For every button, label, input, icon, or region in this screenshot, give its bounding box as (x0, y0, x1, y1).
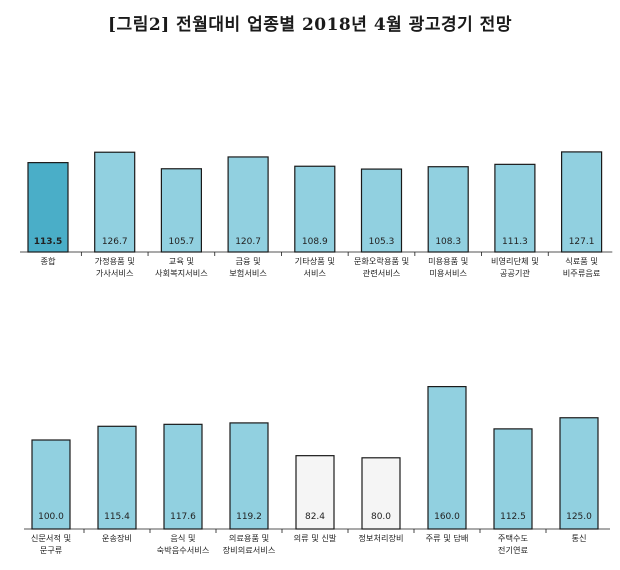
bar (160, 168, 202, 253)
bar (295, 455, 335, 530)
bar (31, 439, 71, 530)
category-label: 교육 및 (169, 256, 194, 266)
bar (427, 166, 469, 253)
data-label: 80.0 (371, 512, 391, 522)
category-label: 가사서비스 (96, 268, 134, 278)
data-label: 112.5 (500, 512, 526, 522)
data-label: 82.4 (305, 512, 325, 522)
category-label: 공공기관 (500, 268, 531, 278)
category-label: 사회복지서비스 (155, 268, 208, 278)
category-label: 미용용품 및 (428, 256, 468, 266)
data-label: 115.4 (104, 512, 130, 522)
category-label: 기타상품 및 (295, 256, 335, 266)
data-label: 100.0 (38, 512, 64, 522)
category-label: 미용서비스 (429, 268, 467, 278)
bar (494, 163, 536, 253)
bar (361, 457, 401, 530)
category-label: 신문서적 및 (31, 533, 71, 543)
bar (97, 425, 137, 530)
data-label: 160.0 (434, 512, 460, 522)
bar (229, 422, 269, 530)
category-label: 비주류음료 (563, 268, 601, 278)
data-label: 120.7 (235, 237, 261, 247)
data-label: 111.3 (502, 237, 528, 247)
category-label: 운송장비 (102, 533, 132, 543)
data-label: 108.3 (435, 237, 461, 247)
category-label: 음식 및 (170, 533, 195, 543)
data-label: 105.3 (369, 237, 395, 247)
bar (493, 428, 533, 530)
category-label: 주류 및 담배 (426, 533, 469, 543)
chart-title: [그림2] 전월대비 업종별 2018년 4월 광고경기 전망 (108, 15, 512, 35)
data-label: 125.0 (566, 512, 592, 522)
category-label: 전기연료 (498, 545, 529, 555)
data-label: 127.1 (569, 237, 595, 247)
category-label: 서비스 (303, 268, 326, 278)
bar (360, 168, 403, 253)
bar (560, 151, 603, 253)
category-label: 의류 및 신발 (294, 533, 337, 543)
category-label: 보험서비스 (229, 268, 267, 278)
category-label: 종합 (40, 256, 56, 266)
category-label: 정보처리장비 (358, 533, 403, 543)
category-label: 금융 및 (235, 256, 260, 266)
data-label: 126.7 (102, 237, 128, 247)
category-label: 통신 (571, 533, 586, 543)
bar (294, 165, 336, 253)
category-label: 의료용품 및 (229, 533, 269, 543)
data-label: 105.7 (169, 237, 195, 247)
bar (227, 156, 269, 253)
bar (427, 386, 467, 530)
bar (94, 151, 136, 253)
category-label: 관련서비스 (363, 268, 401, 278)
category-label: 문구류 (40, 545, 63, 555)
data-label: 113.5 (34, 237, 62, 247)
category-label: 비영리단체 및 (491, 256, 539, 266)
category-label: 장비의료서비스 (223, 545, 276, 555)
data-label: 117.6 (170, 512, 196, 522)
bar (163, 423, 203, 530)
category-label: 문화오락용품 및 (354, 256, 409, 266)
bar (559, 417, 599, 530)
bar (27, 162, 69, 253)
category-label: 숙박음수서비스 (157, 545, 210, 555)
data-label: 119.2 (236, 512, 262, 522)
data-label: 108.9 (302, 237, 328, 247)
category-label: 가정용품 및 (95, 256, 135, 266)
category-label: 식료품 및 (565, 256, 598, 266)
category-label: 주택수도 (498, 533, 529, 543)
